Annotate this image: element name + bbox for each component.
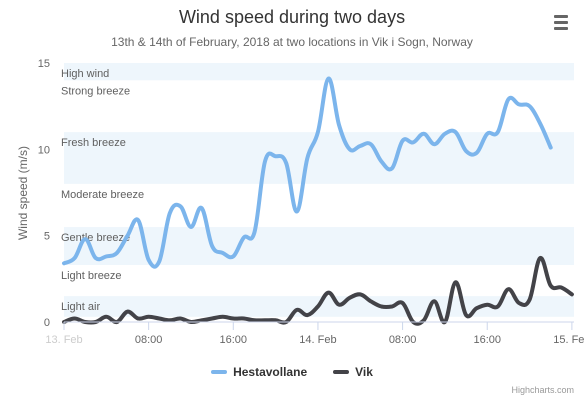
chart-menu-button[interactable] bbox=[549, 10, 573, 32]
legend-swatch bbox=[211, 370, 228, 374]
plot-band-label: Moderate breeze bbox=[61, 189, 144, 201]
series-lines[interactable] bbox=[62, 76, 574, 326]
axes: 0 5 10 15 13. Feb 08:00 16:00 14. Feb 08:00 16:00… bbox=[38, 58, 584, 346]
legend-item-vik[interactable]: Vik bbox=[333, 365, 373, 379]
series-line-hestavollane[interactable] bbox=[62, 76, 553, 269]
legend: Hestavollane Vik bbox=[0, 360, 584, 384]
y-tick-label: 10 bbox=[38, 144, 50, 156]
x-tick-label: 14. Feb bbox=[299, 334, 336, 346]
chart-subtitle: 13th & 14th of February, 2018 at two loc… bbox=[111, 35, 473, 49]
hamburger-menu-icon-bar bbox=[554, 21, 568, 24]
plot-band bbox=[64, 132, 574, 184]
x-tick-label: 13. Feb bbox=[45, 334, 82, 346]
y-tick-label: 5 bbox=[44, 231, 50, 243]
plot-band-label: Light breeze bbox=[61, 270, 122, 282]
series-line-vik[interactable] bbox=[62, 256, 574, 326]
hamburger-menu-icon-bar bbox=[554, 27, 568, 30]
x-tick-label: 16:00 bbox=[473, 334, 501, 346]
plot-bands bbox=[64, 63, 574, 317]
plot-band bbox=[64, 183, 574, 228]
chart-title: Wind speed during two days bbox=[179, 7, 405, 27]
y-tick-label: 0 bbox=[44, 317, 50, 329]
plot-band-label: Gentle breeze bbox=[61, 232, 130, 244]
plot-band-label: Strong breeze bbox=[61, 85, 130, 97]
legend-swatch bbox=[333, 370, 350, 374]
x-tick-label: 15. Feb bbox=[553, 334, 584, 346]
x-tick-label: 16:00 bbox=[220, 334, 248, 346]
y-tick-label: 15 bbox=[38, 58, 50, 70]
x-tick-label: 08:00 bbox=[389, 334, 417, 346]
plot-band-label: Fresh breeze bbox=[61, 137, 126, 149]
hamburger-menu-icon bbox=[554, 15, 568, 18]
x-tick-label: 08:00 bbox=[135, 334, 163, 346]
y-axis-title: Wind speed (m/s) bbox=[16, 146, 30, 240]
plot-band-label: Light air bbox=[61, 301, 100, 313]
legend-item-hestavollane[interactable]: Hestavollane bbox=[211, 365, 307, 379]
plot-band-labels: Light air Light breeze Gentle breeze Modera… bbox=[61, 68, 144, 313]
plot-band-label: High wind bbox=[61, 68, 109, 80]
legend-label: Vik bbox=[355, 365, 373, 379]
plot-band bbox=[64, 265, 574, 297]
credits-link[interactable]: Highcharts.com bbox=[511, 385, 574, 395]
plot-band bbox=[64, 63, 574, 81]
legend-label: Hestavollane bbox=[233, 365, 308, 379]
